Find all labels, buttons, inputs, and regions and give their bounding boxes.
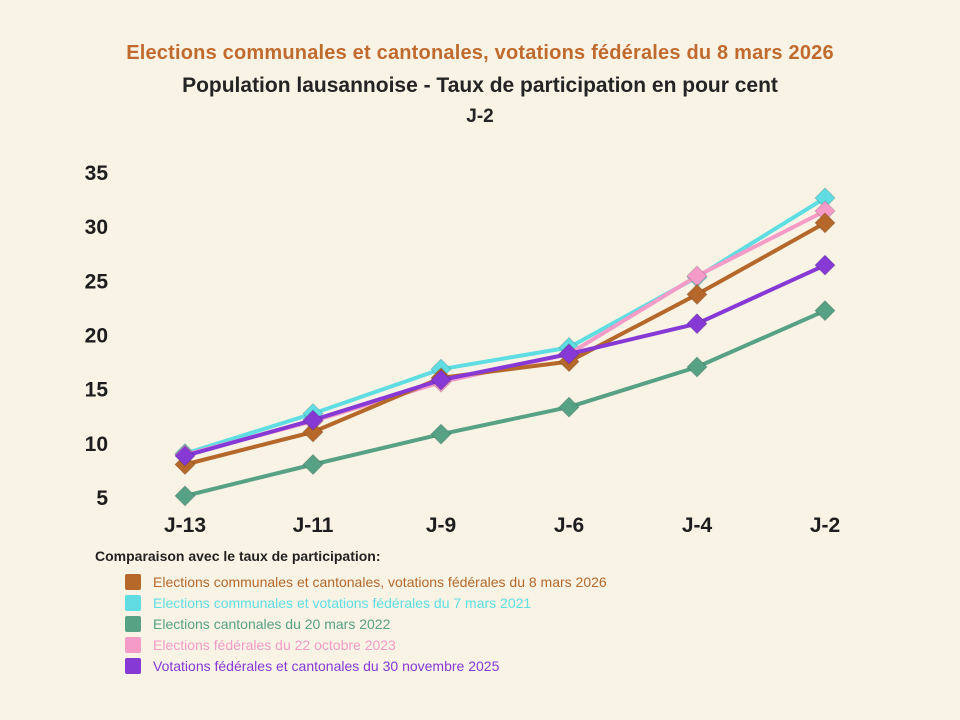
legend-label: Elections cantonales du 20 mars 2022: [153, 615, 391, 632]
x-axis-tick-label: J-11: [293, 514, 334, 537]
x-axis-tick-label: J-13: [164, 514, 206, 537]
legend-swatch: [125, 615, 141, 632]
legend-item: Elections communales et cantonales, vota…: [125, 571, 607, 592]
data-point-marker: [174, 445, 196, 467]
series-line: [183, 196, 827, 456]
data-point-marker: [430, 369, 452, 391]
data-point-marker: [302, 409, 324, 431]
series-line: [183, 220, 827, 467]
x-axis-tick-label: J-9: [426, 514, 456, 537]
data-point-marker: [814, 254, 836, 276]
data-point-marker: [686, 283, 708, 306]
legend-swatch: [125, 573, 141, 590]
y-axis-tick-label: 35: [85, 162, 109, 185]
data-point-marker: [302, 453, 324, 476]
data-point-marker: [686, 312, 708, 335]
series-line: [183, 209, 827, 457]
data-point-marker: [174, 485, 196, 507]
data-point-marker: [558, 343, 580, 365]
chart-supertitle: Elections communales et cantonales, vota…: [126, 42, 834, 64]
y-axis-tick-label: 15: [85, 379, 109, 402]
x-axis-tick-label: J-4: [682, 514, 713, 537]
data-point-marker: [302, 421, 324, 443]
y-axis-tick-label: 25: [85, 270, 109, 293]
chart-title: Population lausannoise - Taux de partici…: [182, 74, 778, 97]
chart-series-2: [174, 299, 836, 507]
legend: Comparaison avec le taux de participatio…: [95, 548, 607, 676]
legend-swatch: [125, 657, 141, 674]
legend-label: Votations fédérales et cantonales du 30 …: [153, 657, 500, 674]
data-point-marker: [814, 299, 836, 322]
data-point-marker: [558, 396, 580, 418]
chart-subtitle: J-2: [466, 106, 494, 127]
legend-label: Elections communales et cantonales, vota…: [153, 573, 607, 590]
y-axis-tick-label: 20: [85, 325, 108, 348]
participation-line-chart: 5 10 15 20 25 30 35 J-13 J-11 J-9 J-6 J-4 J-2: [85, 162, 841, 537]
x-axis-tick-label: J-2: [810, 514, 840, 537]
legend-title: Comparaison avec le taux de participatio…: [95, 548, 381, 564]
legend-label: Elections communales et votations fédéra…: [153, 594, 532, 611]
chart-series-4: [174, 254, 836, 467]
data-point-marker: [430, 423, 452, 445]
legend-swatch: [125, 594, 141, 611]
legend-item: Votations fédérales et cantonales du 30 …: [125, 655, 607, 676]
y-axis-tick-label: 5: [96, 487, 108, 510]
series-line: [183, 263, 827, 458]
data-point-marker: [686, 356, 708, 378]
y-axis-tick-label: 30: [85, 216, 108, 239]
x-axis-tick-label: J-6: [554, 514, 584, 537]
legend-item: Elections fédérales du 22 octobre 2023: [125, 634, 607, 655]
series-line: [183, 308, 827, 498]
y-axis-tick-label: 10: [85, 433, 108, 456]
legend-item: Elections cantonales du 20 mars 2022: [125, 613, 607, 634]
legend-swatch: [125, 636, 141, 653]
legend-item: Elections communales et votations fédéra…: [125, 592, 607, 613]
legend-label: Elections fédérales du 22 octobre 2023: [153, 636, 396, 653]
data-point-marker: [814, 212, 836, 234]
